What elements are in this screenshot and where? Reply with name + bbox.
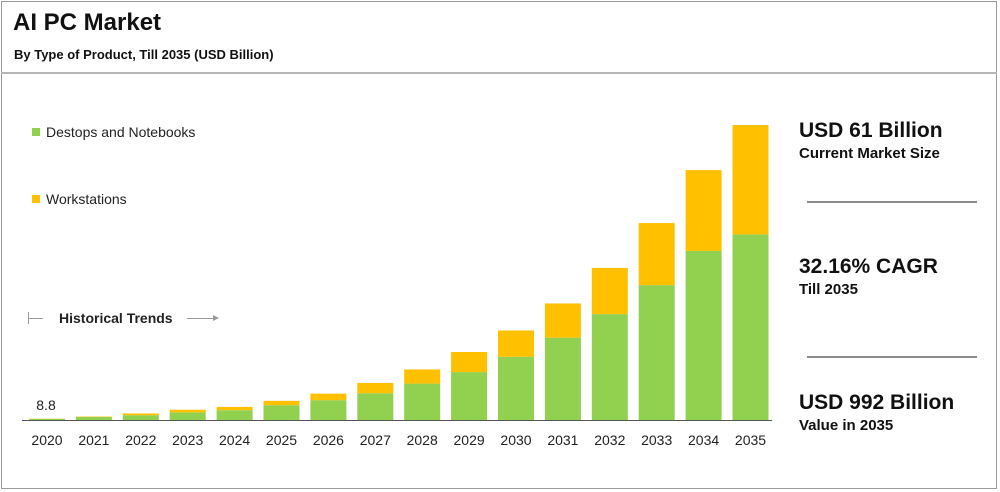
- bar-desktops-2026: [310, 400, 347, 420]
- x-tick-label-2026: 2026: [313, 432, 344, 448]
- bar-workstations-2033: [638, 223, 675, 286]
- bar-workstations-2023: [169, 409, 206, 413]
- legend-label-workstations: Workstations: [46, 191, 127, 207]
- bar-desktops-2035: [732, 234, 769, 420]
- bar-desktops-2027: [357, 393, 394, 420]
- stat-value-2035-value: USD 992 Billion: [799, 391, 955, 414]
- bar-desktops-2032: [591, 314, 628, 420]
- bar-group: [29, 125, 769, 420]
- historical-trends-right-line: [186, 317, 213, 319]
- bar-desktops-2028: [404, 383, 441, 420]
- bar-desktops-2034: [685, 250, 722, 420]
- stat-divider: [807, 201, 977, 203]
- bar-desktops-2029: [451, 372, 488, 420]
- chart-subtitle: By Type of Product, Till 2035 (USD Billi…: [14, 47, 274, 62]
- bar-workstations-2028: [404, 369, 441, 384]
- bar-workstations-2027: [357, 382, 394, 394]
- bar-workstations-2031: [544, 303, 581, 338]
- bar-desktops-2024: [216, 410, 253, 420]
- legend-swatch-workstations: [32, 195, 40, 203]
- bar-desktops-2020: [29, 418, 65, 420]
- stat-current-market-size-caption: Current Market Size: [799, 145, 940, 162]
- stat-cagr-value: 32.16% CAGR: [799, 255, 938, 278]
- stat-cagr-caption: Till 2035: [799, 281, 858, 298]
- legend-label-desktops: Destops and Notebooks: [46, 124, 196, 140]
- x-tick-label-2033: 2033: [641, 432, 672, 448]
- bar-desktops-2030: [498, 356, 534, 420]
- bar-desktops-2022: [122, 415, 159, 420]
- historical-trends-marker: Historical Trends: [28, 310, 219, 326]
- x-tick-label-2023: 2023: [172, 432, 203, 448]
- bar-desktops-2025: [263, 405, 300, 420]
- x-tick-label-2027: 2027: [360, 432, 391, 448]
- bar-workstations-2035: [732, 125, 769, 235]
- chart-title: AI PC Market: [13, 9, 162, 36]
- bar-workstations-2034: [685, 170, 722, 251]
- x-tick-label-2024: 2024: [219, 432, 250, 448]
- bar-workstations-2032: [591, 267, 628, 315]
- x-tick-label-2034: 2034: [688, 432, 719, 448]
- historical-trends-label: Historical Trends: [59, 310, 173, 326]
- bar-workstations-2026: [310, 393, 347, 401]
- historical-trends-start-tick: [28, 312, 29, 324]
- bar-workstations-2025: [263, 400, 300, 406]
- bar-workstations-2030: [498, 330, 534, 357]
- x-tick-label-2031: 2031: [547, 432, 578, 448]
- header-divider: [1, 72, 997, 74]
- x-tick-label-2021: 2021: [78, 432, 109, 448]
- stat-value-2035-caption: Value in 2035: [799, 417, 894, 434]
- x-tick-label-2025: 2025: [266, 432, 297, 448]
- bar-desktops-2023: [169, 412, 206, 420]
- arrow-right-icon: [212, 315, 219, 321]
- x-tick-label-2022: 2022: [125, 432, 156, 448]
- bar-workstations-2029: [451, 352, 488, 373]
- stat-divider: [807, 356, 977, 358]
- data-label-2020: 8.8: [36, 397, 56, 413]
- x-tick-labels: 2020 2021 2022 2023 2024 2025 2026 2027 2028 2029…: [31, 432, 766, 448]
- x-tick-label-2028: 2028: [407, 432, 438, 448]
- stat-current-market-size: USD 61 Billion Current Market Size: [799, 119, 943, 162]
- bar-desktops-2033: [638, 285, 675, 420]
- stat-cagr: 32.16% CAGR Till 2035: [799, 255, 938, 298]
- bar-workstations-2022: [122, 413, 159, 416]
- x-tick-label-2035: 2035: [735, 432, 766, 448]
- legend-swatch-desktops: [32, 128, 40, 136]
- stat-value-2035: USD 992 Billion Value in 2035: [799, 391, 954, 434]
- x-tick-label-2030: 2030: [500, 432, 531, 448]
- x-tick-label-2020: 2020: [31, 432, 62, 448]
- bar-desktops-2031: [544, 337, 581, 420]
- legend-item-desktops: Destops and Notebooks: [32, 124, 195, 140]
- bar-chart: 2020 2021 2022 2023 2024 2025 2026 2027 2028 2029…: [22, 125, 772, 448]
- x-tick-label-2032: 2032: [594, 432, 625, 448]
- bar-workstations-2024: [216, 406, 253, 411]
- legend-item-workstations: Workstations: [32, 191, 127, 207]
- stat-current-market-size-value: USD 61 Billion: [799, 119, 943, 142]
- bar-desktops-2021: [75, 416, 112, 420]
- x-tick-label-2029: 2029: [454, 432, 485, 448]
- historical-trends-left-line: [29, 317, 43, 319]
